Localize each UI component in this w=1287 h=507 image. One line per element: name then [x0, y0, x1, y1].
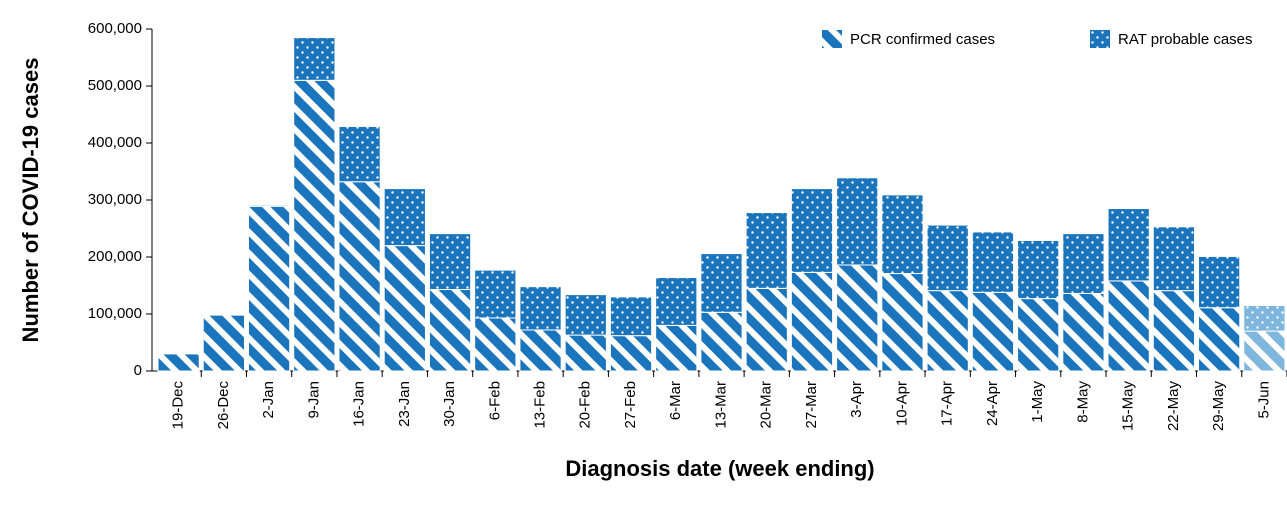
bar-segment — [202, 314, 245, 372]
bar-segment — [383, 188, 426, 247]
bar-segment — [1062, 233, 1105, 294]
bar-segment — [790, 271, 834, 372]
x-tick-label: 19-Dec — [170, 381, 187, 430]
bar-segment — [971, 291, 1015, 372]
bar-segment — [247, 204, 291, 207]
legend-swatch — [1090, 30, 1110, 48]
x-tick-label: 13-Feb — [532, 381, 549, 429]
bar-segment — [836, 177, 879, 266]
x-axis-title: Diagnosis date (week ending) — [565, 456, 874, 481]
x-tick-label: 30-Jan — [441, 381, 458, 427]
bar-segment — [1198, 255, 1241, 309]
bar-segment — [293, 37, 336, 81]
bar-segment — [247, 205, 291, 372]
bar-segment — [1198, 307, 1241, 372]
x-tick-label: 17-Apr — [939, 381, 956, 426]
bar-segment — [157, 353, 200, 372]
x-tick-label: 24-Apr — [984, 381, 1001, 426]
y-tick-label: 400,000 — [88, 134, 142, 151]
bar-segment — [564, 334, 607, 372]
bar-segment — [564, 294, 607, 336]
bar-segment — [1152, 226, 1196, 292]
x-tick-label: 6-Feb — [486, 381, 503, 420]
bar-segment — [881, 194, 924, 275]
bar-segment — [1152, 290, 1196, 372]
x-tick-label: 13-Mar — [712, 381, 729, 429]
x-tick-label: 2-Jan — [260, 381, 277, 419]
x-tick-label: 8-May — [1074, 381, 1091, 423]
bar-segment — [519, 329, 562, 372]
x-tick-label: 6-Mar — [667, 381, 684, 420]
bar-segment — [745, 287, 788, 372]
bar-segment — [428, 233, 472, 290]
bar-segment — [1107, 280, 1150, 372]
x-tick-label: 20-Mar — [758, 381, 775, 429]
x-tick-label: 9-Jan — [305, 381, 322, 419]
bar-segment — [383, 245, 426, 372]
x-tick-label: 5-Jun — [1255, 381, 1272, 419]
bar-segment — [836, 264, 879, 372]
bar-segment — [1017, 298, 1060, 372]
bar-segment — [700, 311, 743, 372]
x-tick-label: 3-Apr — [848, 381, 865, 418]
y-tick-label: 300,000 — [88, 191, 142, 208]
bar-segment — [428, 288, 472, 372]
bar-segment — [700, 253, 743, 313]
y-tick-label: 0 — [134, 362, 142, 379]
y-tick-label: 100,000 — [88, 305, 142, 322]
y-tick-label: 500,000 — [88, 77, 142, 94]
bar-segment — [293, 79, 336, 372]
x-tick-label: 29-May — [1210, 381, 1227, 432]
y-tick-label: 200,000 — [88, 248, 142, 265]
bar-segment — [926, 224, 969, 292]
bar-segment — [474, 317, 517, 372]
x-tick-label: 10-Apr — [893, 381, 910, 426]
bar-segment — [338, 181, 381, 372]
x-tick-label: 27-Mar — [803, 381, 820, 429]
bar-segment — [609, 296, 653, 337]
x-tick-label: 27-Feb — [622, 381, 639, 429]
x-tick-label: 15-May — [1120, 381, 1137, 432]
x-tick-label: 22-May — [1165, 381, 1182, 432]
x-tick-label: 26-Dec — [215, 381, 232, 430]
bar-segment — [1107, 208, 1150, 282]
bar-segment — [1243, 330, 1286, 372]
bar-segment — [338, 125, 381, 183]
bar-segment — [655, 324, 698, 372]
bar-segment — [655, 277, 698, 326]
bar-segment — [790, 188, 834, 273]
legend-label: PCR confirmed cases — [850, 31, 995, 48]
bar-segment — [474, 269, 517, 319]
y-axis-title: Number of COVID-19 cases — [18, 58, 43, 343]
bar-segment — [971, 231, 1015, 293]
x-tick-label: 1-May — [1029, 381, 1046, 423]
bar-segment — [1243, 304, 1286, 332]
bar-segment — [926, 290, 969, 372]
legend-label: RAT probable cases — [1118, 31, 1253, 48]
bar-segment — [519, 286, 562, 331]
y-tick-label: 600,000 — [88, 20, 142, 37]
x-tick-label: 16-Jan — [351, 381, 368, 427]
bar-segment — [745, 212, 788, 289]
bar-segment — [881, 273, 924, 372]
bar-segment — [1062, 292, 1105, 372]
legend-swatch — [822, 30, 842, 48]
bar-segment — [609, 335, 653, 372]
bar-segment — [1017, 239, 1060, 300]
x-tick-label: 20-Feb — [577, 381, 594, 429]
x-tick-label: 23-Jan — [396, 381, 413, 427]
